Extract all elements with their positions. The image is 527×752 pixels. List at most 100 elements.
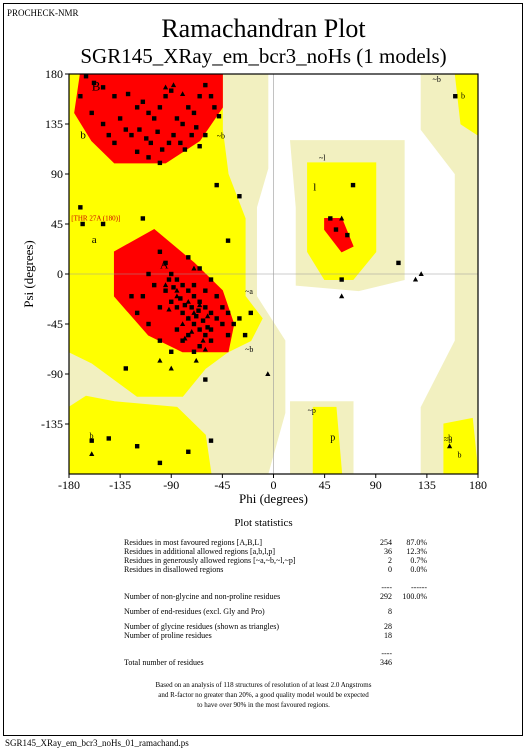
glycine-point-27	[157, 357, 163, 363]
residue-point-59	[214, 316, 219, 321]
residue-point-22	[144, 136, 149, 141]
residue-point-109	[345, 232, 350, 238]
residue-point-122	[214, 182, 219, 188]
residue-point-123	[225, 238, 231, 243]
stat-label-disallowed: Residues in disallowed regions	[124, 565, 224, 574]
stat-count-generous: 2	[388, 556, 392, 565]
residue-point-99	[197, 266, 202, 271]
y-tick-label-6: -90	[47, 367, 63, 381]
stat-separator-pct: ------	[411, 583, 427, 592]
region-label-6: a	[92, 234, 97, 246]
stat-label-generous: Residues in generously allowed regions […	[124, 556, 296, 565]
residue-point-72	[146, 271, 151, 277]
y-tick-label-0: 180	[45, 67, 63, 81]
y-tick-label-1: 135	[45, 117, 63, 131]
glycine-point-20	[185, 298, 191, 304]
residue-point-19	[123, 127, 129, 132]
residue-point-2	[100, 85, 106, 90]
residue-point-86	[220, 305, 225, 310]
residue-point-64	[180, 310, 185, 316]
residue-point-39	[78, 94, 83, 99]
glycine-point-25	[162, 282, 169, 288]
residue-point-4	[125, 91, 131, 97]
residue-point-44	[197, 144, 202, 149]
residue-point-28	[178, 140, 183, 146]
residue-point-54	[186, 288, 191, 293]
residue-point-83	[191, 282, 197, 288]
residue-point-18	[117, 116, 123, 121]
residue-point-15	[191, 110, 197, 116]
glycine-point-12	[446, 443, 453, 449]
residue-point-41	[212, 105, 217, 110]
x-tick-label-4: 0	[271, 478, 277, 492]
residue-point-8	[152, 116, 157, 121]
residue-point-103	[248, 310, 253, 316]
glycine-point-17	[168, 365, 174, 371]
zero-lines	[69, 74, 478, 474]
glycine-point-16	[174, 287, 180, 293]
stat-label-pro: Number of proline residues	[124, 631, 212, 640]
residue-point-48	[140, 216, 146, 221]
stat-count-nongly: 292	[380, 592, 392, 601]
region-label-14: ~b	[444, 434, 452, 443]
residue-point-62	[169, 299, 174, 304]
region-label-13: p	[330, 433, 335, 444]
residue-point-91	[180, 338, 185, 343]
residue-point-92	[186, 332, 191, 338]
glycine-point-21	[166, 306, 172, 312]
residue-point-73	[140, 294, 146, 299]
residue-point-27	[171, 132, 176, 138]
stat-count-total: 346	[380, 658, 392, 667]
residue-point-21	[137, 127, 142, 132]
residue-point-63	[174, 305, 180, 310]
residue-point-31	[194, 125, 199, 130]
residue-point-87	[225, 310, 231, 316]
region-12	[324, 217, 354, 253]
residue-point-23	[148, 140, 153, 146]
region-label-11: b	[461, 91, 465, 100]
page-frame	[3, 3, 523, 736]
residue-point-82	[166, 277, 172, 282]
residue-point-81	[171, 285, 176, 290]
residue-point-24	[155, 129, 160, 134]
x-tick-label-3: -45	[214, 478, 230, 492]
residue-point-95	[225, 332, 231, 338]
stat-label-additional: Residues in additional allowed regions […	[124, 547, 276, 556]
stat-pct-favoured: 87.0%	[406, 538, 427, 547]
residue-point-106	[157, 338, 163, 343]
residue-point-68	[203, 332, 208, 338]
residue-point-50	[163, 260, 168, 266]
glycine-point-9	[339, 215, 345, 221]
note-line-1: Based on an analysis of 118 structures o…	[155, 681, 372, 689]
x-tick-label-2: -90	[163, 478, 179, 492]
y-tick-label-4: 0	[57, 267, 63, 281]
residue-point-94	[208, 338, 214, 343]
residue-point-76	[200, 318, 206, 323]
residue-point-34	[100, 121, 106, 127]
residue-point-35	[134, 149, 140, 154]
stat-label-gly: Number of glycine residues (shown as tri…	[124, 622, 280, 631]
residue-point-37	[157, 160, 163, 166]
residue-point-14	[186, 105, 191, 110]
glycine-point-1	[170, 82, 177, 88]
region-label-9: l	[313, 182, 316, 194]
residue-point-124	[191, 349, 197, 354]
residue-point-45	[78, 205, 83, 210]
residue-point-98	[186, 255, 191, 260]
residue-point-67	[197, 327, 202, 332]
residue-point-60	[220, 321, 225, 327]
residue-point-84	[203, 288, 208, 293]
stat-separator-2: ----	[381, 649, 392, 658]
stat-count-favoured: 254	[380, 538, 392, 547]
residue-point-20	[129, 132, 134, 138]
stat-pct-nongly: 100.0%	[402, 592, 427, 601]
y-tick-label-7: -135	[41, 417, 63, 431]
residue-point-30	[189, 132, 194, 138]
x-tick-label-1: -135	[109, 478, 131, 492]
stat-label-favoured: Residues in most favoured regions [A,B,L…	[124, 538, 262, 547]
residue-point-90	[174, 327, 180, 332]
residue-point-101	[123, 366, 129, 371]
x-tick-label-0: -180	[58, 478, 80, 492]
residue-point-26	[166, 140, 172, 146]
